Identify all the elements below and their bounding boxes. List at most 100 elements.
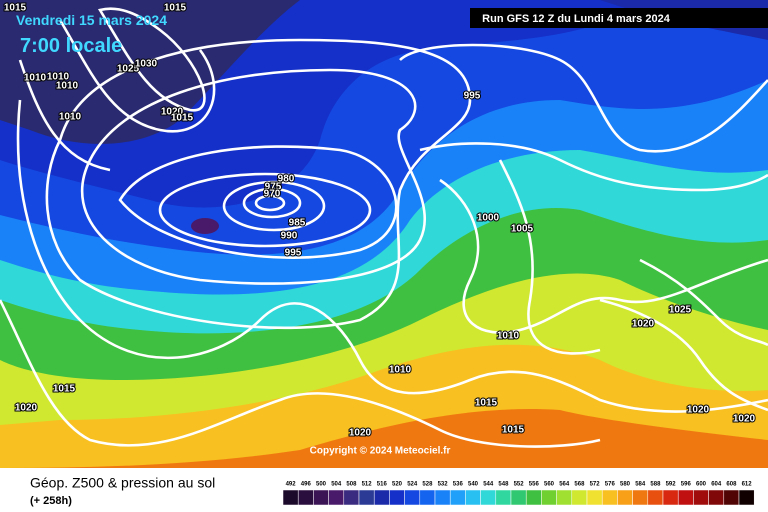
isobar-label: 990: [281, 231, 298, 242]
isobar-label: 980: [278, 174, 295, 185]
legend-label: 580: [620, 482, 631, 488]
isobar-label: 985: [289, 218, 306, 229]
legend-label: 564: [559, 482, 570, 488]
isobar-label: 1020: [632, 319, 655, 330]
isobar-label: 1025: [669, 305, 692, 316]
legend-label: 568: [574, 482, 585, 488]
legend-label: 596: [681, 482, 692, 488]
legend-swatch: [510, 489, 527, 506]
legend-label: 508: [346, 482, 357, 488]
isobars: [0, 7, 768, 448]
legend-label: 544: [483, 482, 494, 488]
legend: 492 496 500 504 508 512 516 520 524 528 532 536 540 5…: [282, 482, 755, 506]
lead-time: (+ 258h): [30, 495, 72, 507]
legend-swatch: [358, 489, 375, 506]
legend-label: 592: [666, 482, 677, 488]
legend-swatch: [419, 489, 436, 506]
forecast-date: Vendredi 15 mars 2024: [16, 12, 167, 28]
legend-swatch: [343, 489, 360, 506]
isobar-label: 1015: [502, 425, 525, 436]
legend-swatch: [632, 489, 649, 506]
isobar-label: 1010: [59, 112, 82, 123]
legend-label: 600: [696, 482, 707, 488]
isobar-label: 1015: [4, 3, 27, 14]
footer-title: Géop. Z500 & pression au sol: [30, 475, 215, 491]
legend-swatch: [723, 489, 740, 506]
isobar-label: 1015: [171, 113, 194, 124]
legend-swatch: [617, 489, 633, 506]
legend-label: 552: [514, 482, 525, 488]
legend-label: 524: [407, 482, 418, 488]
isobar-label: 1020: [15, 403, 38, 414]
legend-label: 604: [711, 482, 722, 488]
legend-swatch: [677, 489, 694, 506]
legend-label: 512: [362, 482, 373, 488]
forecast-time: 7:00 locale: [20, 35, 122, 57]
isobar-label: 1015: [164, 3, 187, 14]
legend-swatch: [282, 489, 299, 506]
legend-swatch: [495, 489, 512, 506]
isobar-label: 1010: [497, 331, 520, 342]
legend-label: 572: [590, 482, 601, 488]
isobar-label: 970: [264, 189, 281, 200]
copyright: Copyright © 2024 Meteociel.fr: [310, 446, 451, 457]
legend-swatch: [297, 489, 314, 506]
legend-swatch: [708, 489, 725, 506]
legend-label: 496: [301, 482, 312, 488]
legend-swatch: [449, 489, 466, 506]
isobar-label: 995: [285, 248, 302, 259]
legend-label: 560: [544, 482, 555, 488]
legend-label: 528: [422, 482, 433, 488]
isobar-label: 1010: [56, 81, 79, 92]
isobar-label: 1005: [511, 224, 534, 235]
isobar-label: 975: [265, 182, 282, 193]
legend-swatch: [738, 489, 755, 506]
isobar-label: 1020: [687, 405, 710, 416]
isobar-label: 995: [464, 91, 481, 102]
legend-swatch: [389, 489, 405, 506]
isobar-label: 1010: [24, 73, 47, 84]
legend-label: 608: [726, 482, 737, 488]
legend-swatch: [586, 489, 603, 506]
legend-swatch: [434, 489, 451, 506]
isobar-label: 1025: [117, 64, 140, 75]
legend-swatch: [465, 489, 481, 506]
isobar-label: 1015: [475, 398, 498, 409]
isobar-label: 1020: [733, 414, 756, 425]
legend-label: 588: [650, 482, 661, 488]
legend-swatch: [647, 489, 664, 506]
legend-label: 492: [286, 482, 297, 488]
legend-swatch: [525, 489, 542, 506]
isobar-label: 1010: [47, 72, 70, 83]
isobar-label: 1015: [53, 384, 76, 395]
legend-label: 532: [438, 482, 449, 488]
legend-label: 612: [742, 482, 753, 488]
isobar-label: 1020: [349, 428, 372, 439]
legend-label: 500: [316, 482, 327, 488]
legend-swatch: [693, 489, 709, 506]
run-box: [470, 8, 768, 28]
legend-swatch: [601, 489, 618, 506]
field: [0, 0, 768, 468]
legend-label: 576: [605, 482, 616, 488]
legend-label: 536: [453, 482, 464, 488]
legend-swatch: [541, 489, 557, 506]
legend-swatch: [404, 489, 421, 506]
legend-swatch: [328, 489, 345, 506]
legend-swatch: [480, 489, 497, 506]
legend-swatch: [662, 489, 679, 506]
isobar-label: 1020: [161, 107, 184, 118]
legend-label: 520: [392, 482, 403, 488]
legend-label: 516: [377, 482, 388, 488]
isobar-label: 1010: [389, 365, 412, 376]
legend-label: 556: [529, 482, 540, 488]
isobar-label: 1000: [477, 213, 500, 224]
legend-swatch: [313, 489, 329, 506]
run-info: Run GFS 12 Z du Lundi 4 mars 2024: [482, 13, 671, 25]
isobar-label: 1030: [135, 59, 158, 70]
legend-swatch: [571, 489, 588, 506]
legend-label: 584: [635, 482, 646, 488]
legend-label: 504: [331, 482, 342, 488]
